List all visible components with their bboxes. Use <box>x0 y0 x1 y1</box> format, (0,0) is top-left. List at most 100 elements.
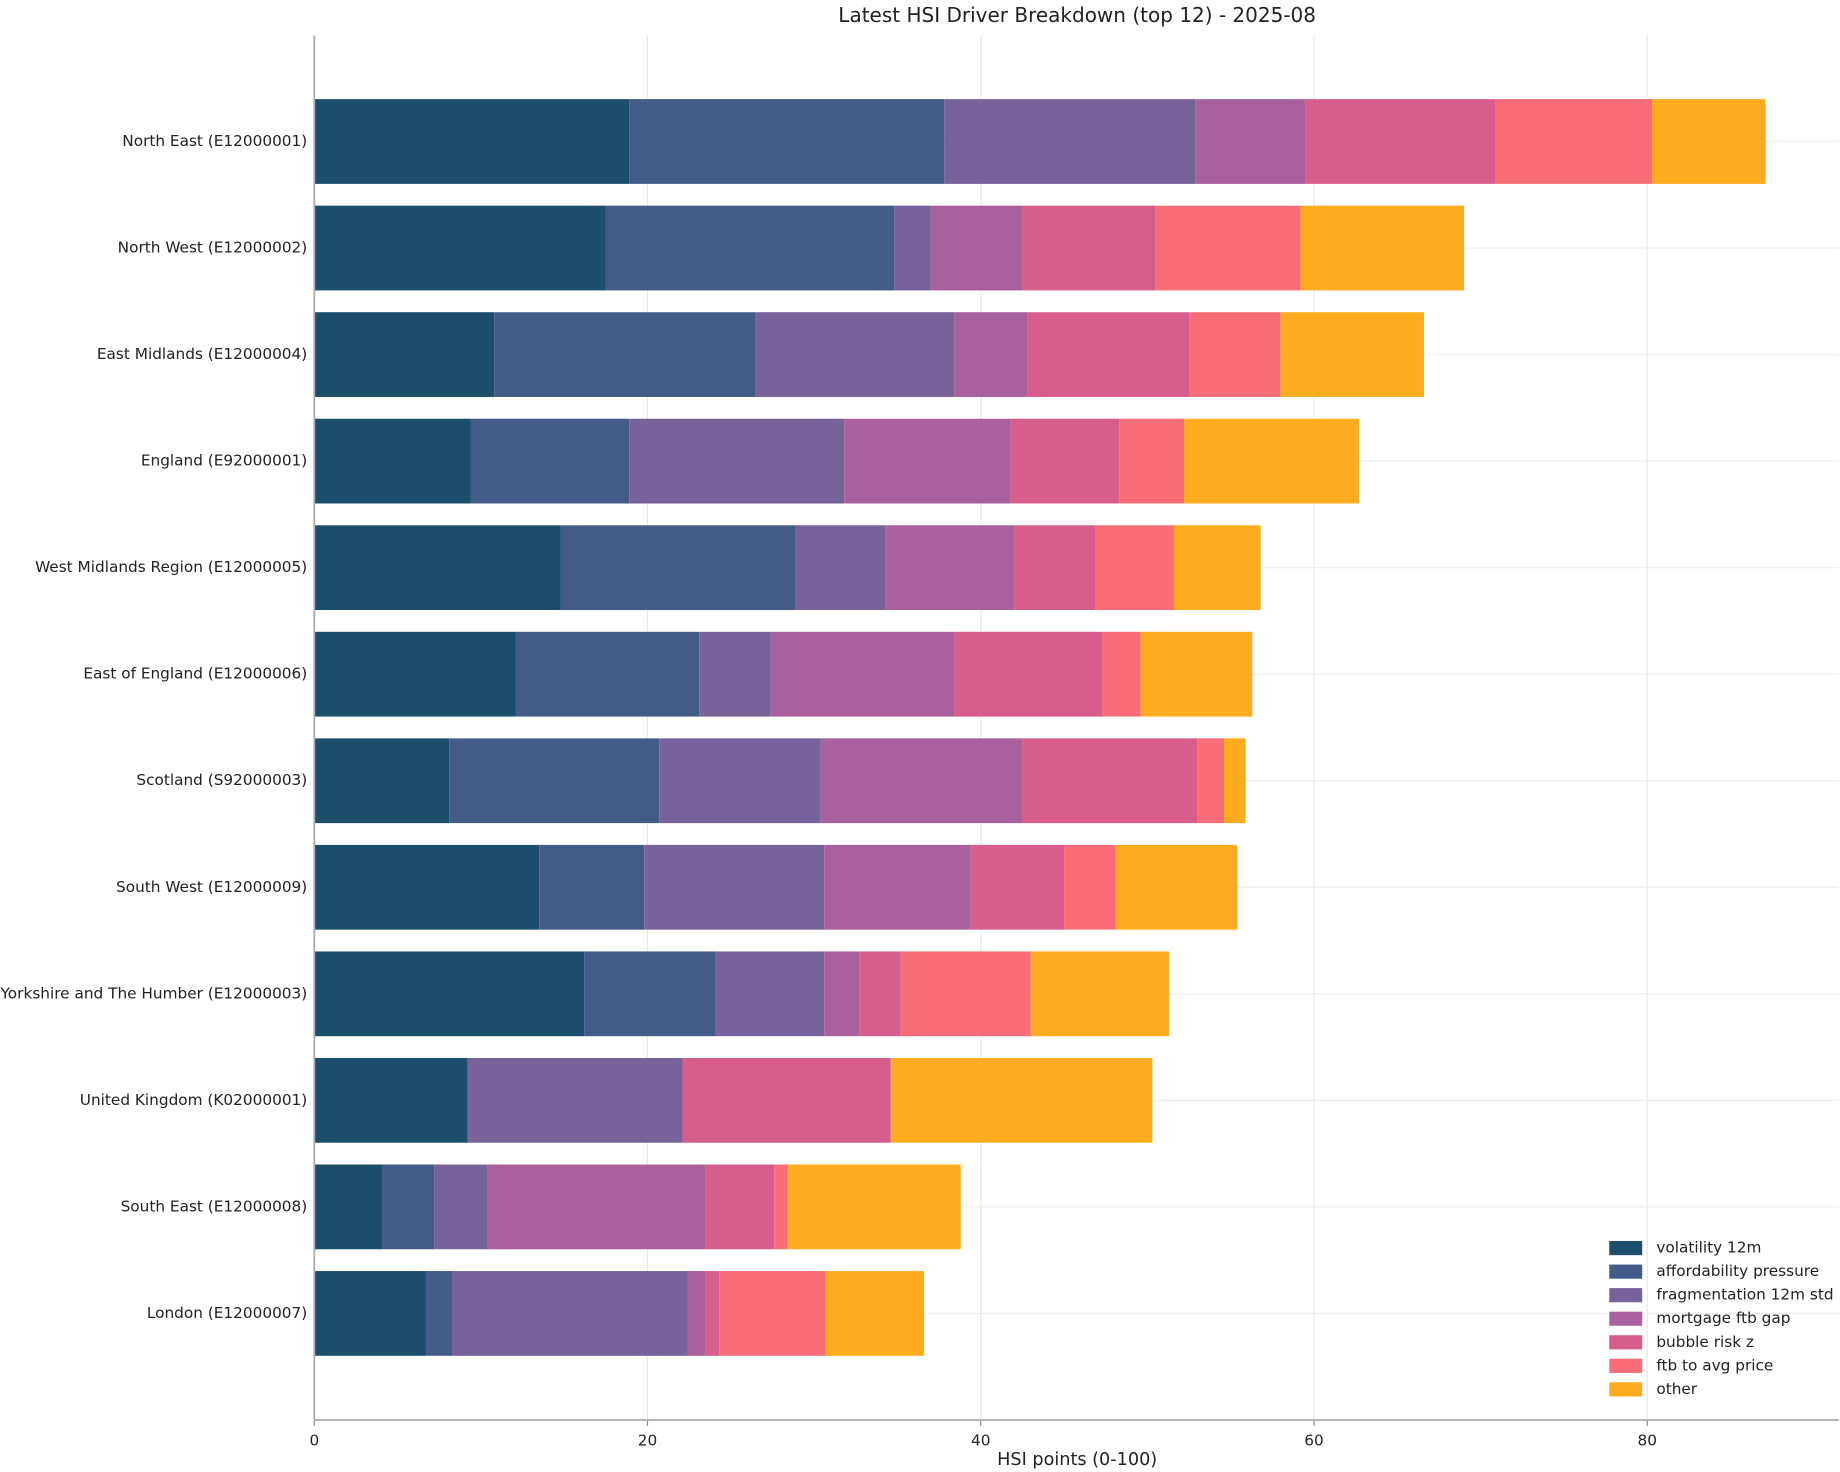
bar-segment <box>1095 525 1175 611</box>
legend-label: mortgage ftb gap <box>1656 1309 1790 1327</box>
bar-segment <box>1300 205 1464 291</box>
legend-swatch <box>1609 1241 1643 1256</box>
y-tick-label: East Midlands (E12000004) <box>97 345 307 363</box>
bar-segment <box>314 738 450 824</box>
bar-segment <box>894 205 931 291</box>
bar-segment <box>487 1164 706 1250</box>
bar-segment <box>1305 99 1496 184</box>
bar-segment <box>890 1057 1153 1143</box>
bar-segment <box>824 844 971 930</box>
bar-segment <box>1022 738 1198 824</box>
legend-swatch <box>1609 1311 1643 1326</box>
bar-segment <box>314 418 471 504</box>
legend-label: bubble risk z <box>1656 1333 1754 1351</box>
bar-segment <box>885 525 1015 611</box>
legend-swatch <box>1609 1358 1643 1373</box>
y-tick-label: North West (E12000002) <box>118 239 308 257</box>
y-tick-label: East of England (E12000006) <box>83 665 307 683</box>
bar-segment <box>470 418 630 504</box>
bar-segment <box>644 844 825 930</box>
bar-segment <box>1119 418 1185 504</box>
bar-segment <box>770 631 955 717</box>
bar-segment <box>859 951 901 1037</box>
bar-segment <box>820 738 1023 824</box>
y-tick-label: North East (E12000001) <box>122 132 307 150</box>
bar-segment <box>560 525 796 611</box>
bar-segment <box>314 631 516 717</box>
chart-title: Latest HSI Driver Breakdown (top 12) - 2… <box>838 3 1316 27</box>
bar-segment <box>954 312 1028 397</box>
bar-segment <box>900 951 1031 1037</box>
legend-swatch <box>1609 1264 1643 1279</box>
bar-segment <box>1195 99 1306 184</box>
x-axis-label: HSI points (0-100) <box>997 1450 1157 1470</box>
bar-segment <box>425 1271 453 1356</box>
y-tick-label: South West (E12000009) <box>116 878 307 896</box>
y-tick-label: England (E92000001) <box>141 452 307 470</box>
bar-segment <box>382 1164 435 1250</box>
bar-segment <box>515 631 700 717</box>
legend-label: volatility 12m <box>1656 1239 1761 1257</box>
bar-segment <box>314 525 561 611</box>
bar-segment <box>314 1057 468 1143</box>
bar-segment <box>1064 844 1116 930</box>
bar-segment <box>1184 418 1359 504</box>
legend-label: fragmentation 12m std <box>1656 1286 1833 1304</box>
legend-label: ftb to avg price <box>1656 1356 1773 1374</box>
bar-segment <box>659 738 821 824</box>
y-tick-label: London (E12000007) <box>147 1304 307 1322</box>
legend-label: affordability pressure <box>1656 1262 1819 1280</box>
bar-segment <box>314 951 585 1037</box>
bar-segment <box>844 418 1011 504</box>
bar-segment <box>1197 738 1225 824</box>
bar-segment <box>605 205 895 291</box>
x-tick-label: 40 <box>971 1432 990 1450</box>
bar-segment <box>314 99 630 184</box>
bar-segment <box>449 738 660 824</box>
legend-swatch <box>1609 1335 1643 1350</box>
bar-segment <box>434 1164 488 1250</box>
bar-segment <box>1495 99 1653 184</box>
legend-label: other <box>1656 1380 1697 1398</box>
bar-segment <box>795 525 886 611</box>
bar-segment <box>954 631 1103 717</box>
bar-segment <box>314 312 495 397</box>
bar-segment <box>1140 631 1253 717</box>
bar-segment <box>1102 631 1141 717</box>
bar-segment <box>705 1271 720 1356</box>
bar-segment <box>774 1164 788 1250</box>
y-tick-label: Yorkshire and The Humber (E12000003) <box>0 984 307 1002</box>
y-tick-label: South East (E12000008) <box>121 1197 308 1215</box>
bar-segment <box>1014 525 1096 611</box>
bar-segment <box>719 1271 826 1356</box>
bar-segment <box>539 844 645 930</box>
bar-segment <box>705 1164 775 1250</box>
bar-segment <box>1030 951 1170 1037</box>
bar-segment <box>787 1164 961 1250</box>
bar-segment <box>944 99 1196 184</box>
bar-segment <box>314 1164 383 1250</box>
y-tick-label: Scotland (S92000003) <box>136 771 307 789</box>
bar-segment <box>314 1271 426 1356</box>
bar-segment <box>1652 99 1766 184</box>
bar-segment <box>825 1271 925 1356</box>
bar-segment <box>314 205 606 291</box>
x-tick-label: 60 <box>1304 1432 1323 1450</box>
bar-segment <box>1115 844 1238 930</box>
bar-segment <box>1224 738 1246 824</box>
bar-segment <box>824 951 860 1037</box>
bar-segment <box>629 418 845 504</box>
bar-segment <box>1189 312 1281 397</box>
bar-segment <box>970 844 1065 930</box>
bar-segment <box>930 205 1023 291</box>
bar-segment <box>1155 205 1301 291</box>
legend-swatch <box>1609 1382 1643 1397</box>
y-tick-label: West Midlands Region (E12000005) <box>35 558 307 576</box>
bar-segment <box>494 312 756 397</box>
bar-segment <box>1027 312 1190 397</box>
x-tick-label: 80 <box>1637 1432 1656 1450</box>
bar-segment <box>755 312 955 397</box>
bar-segment <box>1022 205 1156 291</box>
